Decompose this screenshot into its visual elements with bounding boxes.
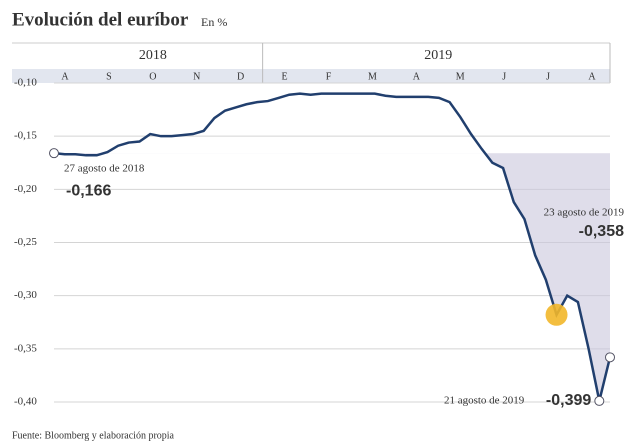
- chart-subtitle: En %: [201, 15, 227, 29]
- point-value-label: -0,358: [579, 223, 624, 240]
- year-label: 2018: [139, 48, 167, 63]
- chart-title: Evolución del euríbor: [12, 9, 189, 30]
- month-label: A: [588, 71, 596, 82]
- point-value-label: -0,399: [546, 392, 591, 409]
- month-label: D: [237, 71, 244, 82]
- y-tick-label: -0,15: [14, 130, 37, 142]
- month-label: M: [368, 71, 377, 82]
- month-label: E: [282, 71, 288, 82]
- point-value-label: -0,166: [66, 182, 111, 199]
- month-label: A: [61, 71, 69, 82]
- point-date-label: 27 agosto de 2018: [64, 163, 145, 175]
- month-label: N: [193, 71, 200, 82]
- y-tick-label: -0,20: [14, 183, 37, 195]
- y-tick-label: -0,40: [14, 396, 37, 408]
- month-band: [12, 69, 610, 83]
- point-marker: [594, 395, 605, 406]
- month-label: S: [106, 71, 112, 82]
- line: [53, 92, 612, 402]
- month-label: O: [149, 71, 156, 82]
- y-tick-label: -0,10: [14, 77, 37, 89]
- point-marker: [605, 352, 615, 363]
- area-shade: [54, 153, 610, 401]
- point-date-label: 23 agosto de 2019: [544, 207, 625, 219]
- y-tick-label: -0,35: [14, 342, 37, 354]
- point-marker: [49, 148, 59, 159]
- point-marker: [545, 303, 568, 326]
- month-label: A: [413, 71, 421, 82]
- y-tick-label: -0,30: [14, 289, 37, 301]
- year-label: 2019: [424, 48, 452, 63]
- month-label: J: [546, 71, 550, 82]
- month-label: M: [456, 71, 465, 82]
- y-tick-label: -0,25: [14, 236, 37, 248]
- source: Fuente: Bloomberg y elaboración propia: [12, 430, 175, 441]
- month-label: J: [502, 71, 506, 82]
- point-date-label: 21 agosto de 2019: [444, 394, 525, 406]
- month-label: F: [326, 71, 332, 82]
